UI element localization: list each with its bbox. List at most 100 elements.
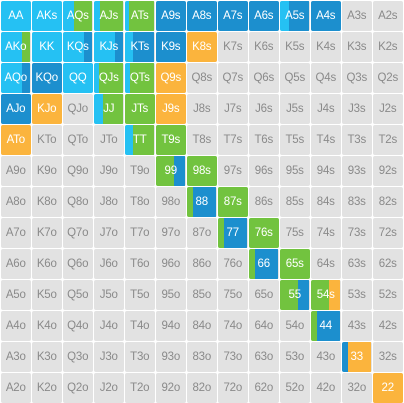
hand-cell-J2s[interactable]: J2s <box>373 94 403 124</box>
hand-cell-KQs[interactable]: KQs <box>63 32 93 62</box>
hand-cell-97s[interactable]: 97s <box>218 156 248 186</box>
hand-cell-K2o[interactable]: K2o <box>32 373 62 403</box>
hand-cell-65o[interactable]: 65o <box>249 280 279 310</box>
hand-cell-66[interactable]: 66 <box>249 249 279 279</box>
hand-cell-42s[interactable]: 42s <box>373 311 403 341</box>
hand-cell-J8s[interactable]: J8s <box>187 94 217 124</box>
hand-cell-T4o[interactable]: T4o <box>125 311 155 341</box>
hand-cell-83o[interactable]: 83o <box>187 342 217 372</box>
hand-cell-J3s[interactable]: J3s <box>342 94 372 124</box>
hand-cell-K6o[interactable]: K6o <box>32 249 62 279</box>
hand-cell-K7s[interactable]: K7s <box>218 32 248 62</box>
hand-cell-72o[interactable]: 72o <box>218 373 248 403</box>
hand-cell-A8s[interactable]: A8s <box>187 1 217 31</box>
hand-cell-A8o[interactable]: A8o <box>1 187 31 217</box>
hand-cell-87s[interactable]: 87s <box>218 187 248 217</box>
hand-cell-33[interactable]: 33 <box>342 342 372 372</box>
hand-cell-KJs[interactable]: KJs <box>94 32 124 62</box>
hand-cell-96s[interactable]: 96s <box>249 156 279 186</box>
hand-cell-97o[interactable]: 97o <box>156 218 186 248</box>
hand-cell-AA[interactable]: AA <box>1 1 31 31</box>
hand-cell-T3s[interactable]: T3s <box>342 125 372 155</box>
hand-cell-93s[interactable]: 93s <box>342 156 372 186</box>
hand-cell-J6o[interactable]: J6o <box>94 249 124 279</box>
hand-cell-J5s[interactable]: J5s <box>280 94 310 124</box>
hand-cell-T5s[interactable]: T5s <box>280 125 310 155</box>
hand-cell-43s[interactable]: 43s <box>342 311 372 341</box>
hand-cell-53o[interactable]: 53o <box>280 342 310 372</box>
hand-cell-62s[interactable]: 62s <box>373 249 403 279</box>
hand-cell-43o[interactable]: 43o <box>311 342 341 372</box>
hand-cell-ATo[interactable]: ATo <box>1 125 31 155</box>
hand-cell-88[interactable]: 88 <box>187 187 217 217</box>
hand-cell-QJs[interactable]: QJs <box>94 63 124 93</box>
hand-cell-63o[interactable]: 63o <box>249 342 279 372</box>
hand-cell-54o[interactable]: 54o <box>280 311 310 341</box>
hand-cell-QTo[interactable]: QTo <box>63 125 93 155</box>
hand-cell-22[interactable]: 22 <box>373 373 403 403</box>
hand-cell-J2o[interactable]: J2o <box>94 373 124 403</box>
hand-cell-KK[interactable]: KK <box>32 32 62 62</box>
hand-cell-54s[interactable]: 54s <box>311 280 341 310</box>
hand-cell-A6s[interactable]: A6s <box>249 1 279 31</box>
hand-cell-T3o[interactable]: T3o <box>125 342 155 372</box>
hand-cell-K4o[interactable]: K4o <box>32 311 62 341</box>
hand-cell-Q4o[interactable]: Q4o <box>63 311 93 341</box>
hand-cell-QQ[interactable]: QQ <box>63 63 93 93</box>
hand-cell-Q5o[interactable]: Q5o <box>63 280 93 310</box>
hand-cell-92o[interactable]: 92o <box>156 373 186 403</box>
hand-cell-73s[interactable]: 73s <box>342 218 372 248</box>
hand-cell-96o[interactable]: 96o <box>156 249 186 279</box>
hand-cell-94s[interactable]: 94s <box>311 156 341 186</box>
hand-cell-A4s[interactable]: A4s <box>311 1 341 31</box>
hand-cell-92s[interactable]: 92s <box>373 156 403 186</box>
hand-cell-ATs[interactable]: ATs <box>125 1 155 31</box>
hand-cell-A9s[interactable]: A9s <box>156 1 186 31</box>
hand-cell-JTo[interactable]: JTo <box>94 125 124 155</box>
hand-cell-KTs[interactable]: KTs <box>125 32 155 62</box>
hand-cell-T7s[interactable]: T7s <box>218 125 248 155</box>
hand-cell-A2s[interactable]: A2s <box>373 1 403 31</box>
hand-cell-99[interactable]: 99 <box>156 156 186 186</box>
hand-cell-74s[interactable]: 74s <box>311 218 341 248</box>
hand-cell-TT[interactable]: TT <box>125 125 155 155</box>
hand-cell-A5o[interactable]: A5o <box>1 280 31 310</box>
hand-cell-T9o[interactable]: T9o <box>125 156 155 186</box>
hand-cell-A6o[interactable]: A6o <box>1 249 31 279</box>
hand-cell-76o[interactable]: 76o <box>218 249 248 279</box>
hand-cell-87o[interactable]: 87o <box>187 218 217 248</box>
hand-cell-44[interactable]: 44 <box>311 311 341 341</box>
hand-cell-82o[interactable]: 82o <box>187 373 217 403</box>
hand-cell-52s[interactable]: 52s <box>373 280 403 310</box>
hand-cell-J4o[interactable]: J4o <box>94 311 124 341</box>
hand-cell-55[interactable]: 55 <box>280 280 310 310</box>
hand-cell-63s[interactable]: 63s <box>342 249 372 279</box>
hand-cell-77[interactable]: 77 <box>218 218 248 248</box>
hand-cell-K2s[interactable]: K2s <box>373 32 403 62</box>
hand-cell-K3s[interactable]: K3s <box>342 32 372 62</box>
hand-cell-T9s[interactable]: T9s <box>156 125 186 155</box>
hand-cell-62o[interactable]: 62o <box>249 373 279 403</box>
hand-cell-Q7o[interactable]: Q7o <box>63 218 93 248</box>
hand-cell-Q7s[interactable]: Q7s <box>218 63 248 93</box>
hand-cell-95o[interactable]: 95o <box>156 280 186 310</box>
hand-cell-AKo[interactable]: AKo <box>1 32 31 62</box>
hand-cell-J4s[interactable]: J4s <box>311 94 341 124</box>
hand-cell-KQo[interactable]: KQo <box>32 63 62 93</box>
hand-cell-A7o[interactable]: A7o <box>1 218 31 248</box>
hand-cell-86s[interactable]: 86s <box>249 187 279 217</box>
hand-cell-KTo[interactable]: KTo <box>32 125 62 155</box>
hand-cell-Q2o[interactable]: Q2o <box>63 373 93 403</box>
hand-cell-A3s[interactable]: A3s <box>342 1 372 31</box>
hand-cell-53s[interactable]: 53s <box>342 280 372 310</box>
hand-cell-J9o[interactable]: J9o <box>94 156 124 186</box>
hand-cell-73o[interactable]: 73o <box>218 342 248 372</box>
hand-cell-74o[interactable]: 74o <box>218 311 248 341</box>
hand-cell-J8o[interactable]: J8o <box>94 187 124 217</box>
hand-cell-Q6s[interactable]: Q6s <box>249 63 279 93</box>
hand-cell-AQs[interactable]: AQs <box>63 1 93 31</box>
hand-cell-93o[interactable]: 93o <box>156 342 186 372</box>
hand-cell-J5o[interactable]: J5o <box>94 280 124 310</box>
hand-cell-T4s[interactable]: T4s <box>311 125 341 155</box>
hand-cell-T6o[interactable]: T6o <box>125 249 155 279</box>
